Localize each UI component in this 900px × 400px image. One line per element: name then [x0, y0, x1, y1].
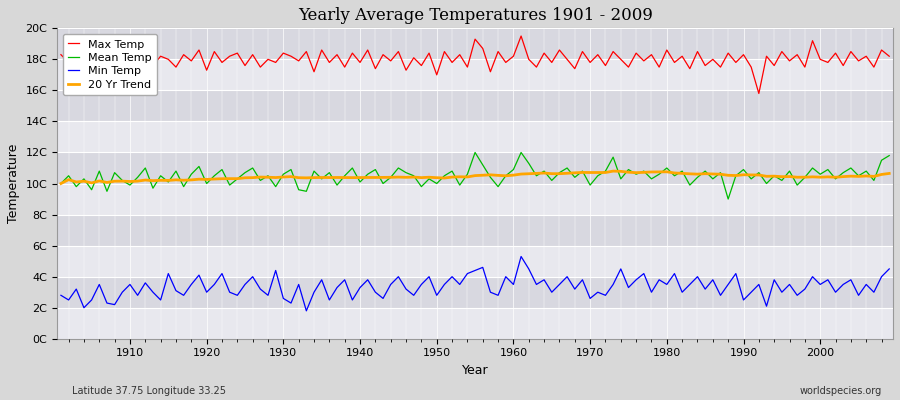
20 Yr Trend	[117, 179, 128, 184]
Min Temp	[524, 266, 535, 271]
Bar	[57, 28, 893, 59]
Max Temp	[608, 49, 618, 54]
Max Temp	[56, 52, 67, 57]
Min Temp	[516, 254, 526, 259]
Min Temp	[884, 266, 895, 271]
Bar	[57, 277, 893, 308]
Mean Temp	[56, 181, 67, 186]
20 Yr Trend	[508, 173, 518, 178]
Bar	[57, 308, 893, 339]
Max Temp	[331, 52, 342, 57]
Mean Temp	[884, 153, 895, 158]
Y-axis label: Temperature: Temperature	[7, 144, 20, 223]
X-axis label: Year: Year	[462, 364, 489, 377]
20 Yr Trend	[600, 170, 611, 175]
Bar	[57, 59, 893, 90]
Line: Min Temp: Min Temp	[61, 256, 889, 311]
Min Temp	[301, 308, 311, 313]
Mean Temp	[608, 155, 618, 160]
Min Temp	[285, 301, 296, 306]
Text: worldspecies.org: worldspecies.org	[800, 386, 882, 396]
Bar	[57, 152, 893, 184]
Bar	[57, 90, 893, 122]
Max Temp	[500, 60, 511, 65]
Min Temp	[117, 290, 128, 295]
20 Yr Trend	[884, 171, 895, 176]
Max Temp	[753, 91, 764, 96]
Legend: Max Temp, Mean Temp, Min Temp, 20 Yr Trend: Max Temp, Mean Temp, Min Temp, 20 Yr Tre…	[63, 34, 158, 95]
Max Temp	[508, 54, 518, 59]
Max Temp	[516, 34, 526, 38]
Mean Temp	[117, 178, 128, 183]
Max Temp	[285, 54, 296, 59]
Bar	[57, 122, 893, 152]
Mean Temp	[723, 197, 734, 202]
Bar	[57, 246, 893, 277]
Line: Mean Temp: Mean Temp	[61, 152, 889, 199]
Min Temp	[56, 293, 67, 298]
Text: Latitude 37.75 Longitude 33.25: Latitude 37.75 Longitude 33.25	[72, 386, 226, 396]
20 Yr Trend	[56, 181, 67, 186]
Mean Temp	[508, 167, 518, 172]
Mean Temp	[285, 167, 296, 172]
20 Yr Trend	[500, 173, 511, 178]
20 Yr Trend	[608, 169, 618, 174]
Line: Max Temp: Max Temp	[61, 36, 889, 94]
Max Temp	[117, 66, 128, 71]
Mean Temp	[470, 150, 481, 155]
Line: 20 Yr Trend: 20 Yr Trend	[61, 171, 889, 184]
Mean Temp	[516, 150, 526, 155]
Min Temp	[508, 282, 518, 287]
Title: Yearly Average Temperatures 1901 - 2009: Yearly Average Temperatures 1901 - 2009	[298, 7, 652, 24]
Min Temp	[616, 266, 626, 271]
Min Temp	[339, 277, 350, 282]
20 Yr Trend	[285, 174, 296, 179]
20 Yr Trend	[331, 175, 342, 180]
Max Temp	[884, 54, 895, 59]
Bar	[57, 214, 893, 246]
Mean Temp	[331, 183, 342, 188]
Bar	[57, 184, 893, 214]
